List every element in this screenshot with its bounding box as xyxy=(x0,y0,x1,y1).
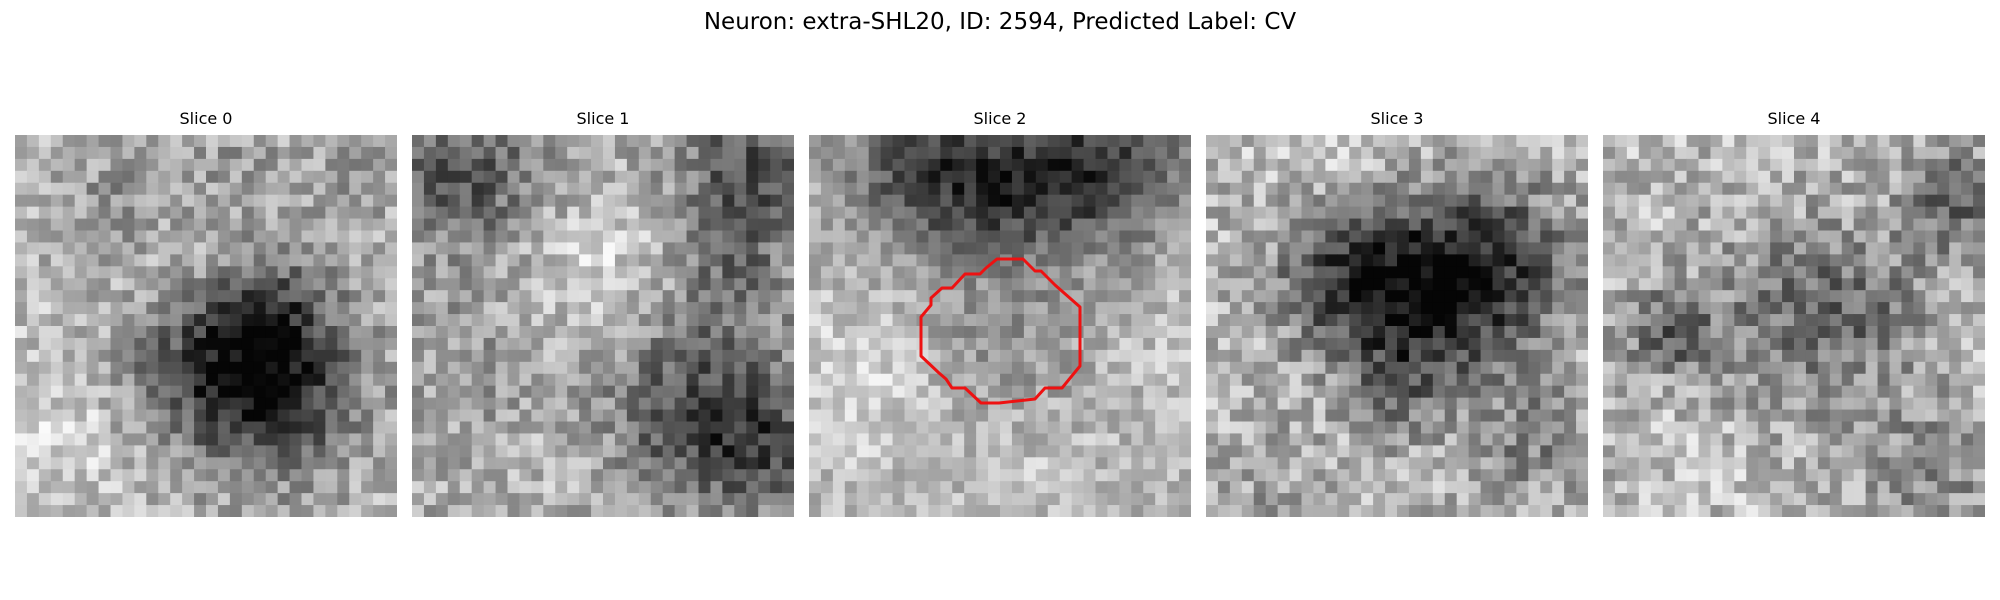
slice-image xyxy=(15,135,397,517)
slice-title: Slice 1 xyxy=(576,109,630,128)
pixel-grid xyxy=(15,135,397,517)
slice-image xyxy=(1603,135,1985,517)
slice-image xyxy=(809,135,1191,517)
slice-panel-1: Slice 1 xyxy=(412,108,794,518)
pixel-grid xyxy=(412,135,794,517)
slice-title: Slice 4 xyxy=(1767,109,1821,128)
cell-contour xyxy=(919,257,1082,405)
slice-image xyxy=(412,135,794,517)
pixel-grid xyxy=(1206,135,1588,517)
pixel-grid xyxy=(809,135,1191,517)
slice-panel-0: Slice 0 xyxy=(15,108,397,518)
slice-panel-2: Slice 2 xyxy=(809,108,1191,518)
slice-panel-3: Slice 3 xyxy=(1206,108,1588,518)
slice-title: Slice 0 xyxy=(179,109,233,128)
slice-title: Slice 3 xyxy=(1370,109,1424,128)
slice-image xyxy=(1206,135,1588,517)
slice-title: Slice 2 xyxy=(973,109,1027,128)
slice-panel-4: Slice 4 xyxy=(1603,108,1985,518)
figure-title: Neuron: extra-SHL20, ID: 2594, Predicted… xyxy=(703,9,1297,35)
pixel-grid xyxy=(1603,135,1985,517)
